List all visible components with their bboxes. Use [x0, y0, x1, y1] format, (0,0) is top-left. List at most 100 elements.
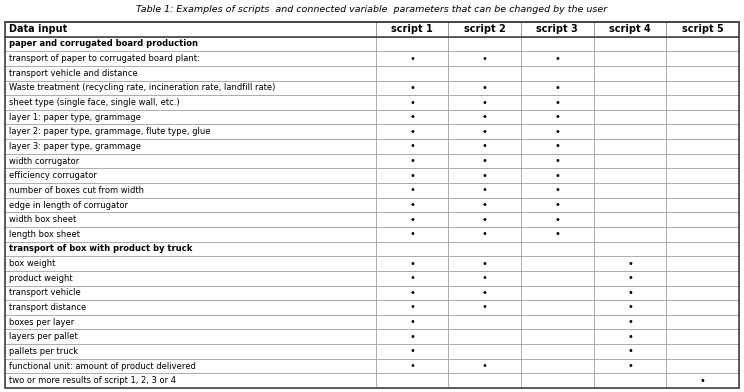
Text: •: •: [409, 185, 415, 195]
Text: •: •: [409, 215, 415, 225]
Bar: [667, 139, 739, 154]
Text: •: •: [409, 273, 415, 283]
Text: •: •: [554, 83, 560, 93]
Bar: [594, 212, 667, 227]
Text: •: •: [699, 376, 705, 386]
Bar: [376, 81, 449, 95]
Text: •: •: [554, 98, 560, 107]
Text: two or more results of script 1, 2, 3 or 4: two or more results of script 1, 2, 3 or…: [9, 376, 176, 385]
Text: •: •: [409, 361, 415, 371]
Bar: [594, 95, 667, 110]
Bar: [376, 125, 449, 139]
Bar: [5, 154, 376, 169]
Bar: [521, 359, 594, 373]
Bar: [667, 125, 739, 139]
Bar: [376, 285, 449, 300]
Text: •: •: [627, 273, 633, 283]
Bar: [376, 271, 449, 285]
Text: •: •: [481, 112, 487, 122]
Text: •: •: [481, 273, 487, 283]
Text: transport vehicle: transport vehicle: [9, 289, 81, 298]
Bar: [449, 81, 521, 95]
Bar: [594, 344, 667, 359]
Text: layer 1: paper type, grammage: layer 1: paper type, grammage: [9, 113, 141, 122]
Bar: [449, 285, 521, 300]
Bar: [376, 359, 449, 373]
Bar: [5, 125, 376, 139]
Bar: [521, 241, 594, 256]
Bar: [449, 125, 521, 139]
Text: script 2: script 2: [464, 24, 505, 34]
Text: •: •: [409, 98, 415, 107]
Text: product weight: product weight: [9, 274, 73, 283]
Bar: [376, 154, 449, 169]
Bar: [521, 110, 594, 125]
Bar: [521, 169, 594, 183]
Bar: [376, 95, 449, 110]
Bar: [667, 51, 739, 66]
Bar: [5, 271, 376, 285]
Bar: [521, 66, 594, 81]
Text: •: •: [481, 288, 487, 298]
Bar: [521, 36, 594, 51]
Text: script 1: script 1: [391, 24, 433, 34]
Text: layers per pallet: layers per pallet: [9, 332, 78, 341]
Bar: [5, 285, 376, 300]
Bar: [667, 154, 739, 169]
Bar: [667, 241, 739, 256]
Bar: [667, 329, 739, 344]
Bar: [5, 183, 376, 198]
Bar: [594, 110, 667, 125]
Text: •: •: [627, 332, 633, 342]
Bar: [667, 81, 739, 95]
Bar: [5, 81, 376, 95]
Bar: [521, 51, 594, 66]
Bar: [449, 183, 521, 198]
Bar: [594, 300, 667, 315]
Text: layer 3: paper type, grammage: layer 3: paper type, grammage: [9, 142, 141, 151]
Text: •: •: [554, 200, 560, 210]
Bar: [667, 169, 739, 183]
Bar: [376, 198, 449, 212]
Bar: [449, 169, 521, 183]
Bar: [667, 95, 739, 110]
Text: •: •: [481, 142, 487, 151]
Bar: [376, 315, 449, 329]
Bar: [667, 344, 739, 359]
Bar: [594, 36, 667, 51]
Bar: [376, 110, 449, 125]
Bar: [594, 285, 667, 300]
Text: •: •: [481, 215, 487, 225]
Bar: [376, 300, 449, 315]
Text: script 5: script 5: [682, 24, 724, 34]
Text: •: •: [554, 215, 560, 225]
Bar: [594, 154, 667, 169]
Bar: [5, 373, 376, 388]
Bar: [376, 183, 449, 198]
Text: •: •: [481, 98, 487, 107]
Text: •: •: [481, 83, 487, 93]
Bar: [667, 271, 739, 285]
Text: functional unit: amount of product delivered: functional unit: amount of product deliv…: [9, 361, 196, 370]
Bar: [449, 344, 521, 359]
Text: •: •: [481, 127, 487, 137]
Bar: [667, 66, 739, 81]
Bar: [449, 300, 521, 315]
Bar: [667, 373, 739, 388]
Bar: [594, 256, 667, 271]
Text: length box sheet: length box sheet: [9, 230, 80, 239]
Bar: [449, 66, 521, 81]
Text: •: •: [481, 54, 487, 64]
Text: transport of paper to corrugated board plant:: transport of paper to corrugated board p…: [9, 54, 199, 63]
Bar: [594, 198, 667, 212]
Bar: [5, 66, 376, 81]
Bar: [594, 329, 667, 344]
Text: •: •: [409, 347, 415, 356]
Bar: [667, 315, 739, 329]
Bar: [667, 36, 739, 51]
Text: •: •: [409, 112, 415, 122]
Bar: [5, 241, 376, 256]
Bar: [667, 285, 739, 300]
Bar: [667, 22, 739, 36]
Bar: [376, 241, 449, 256]
